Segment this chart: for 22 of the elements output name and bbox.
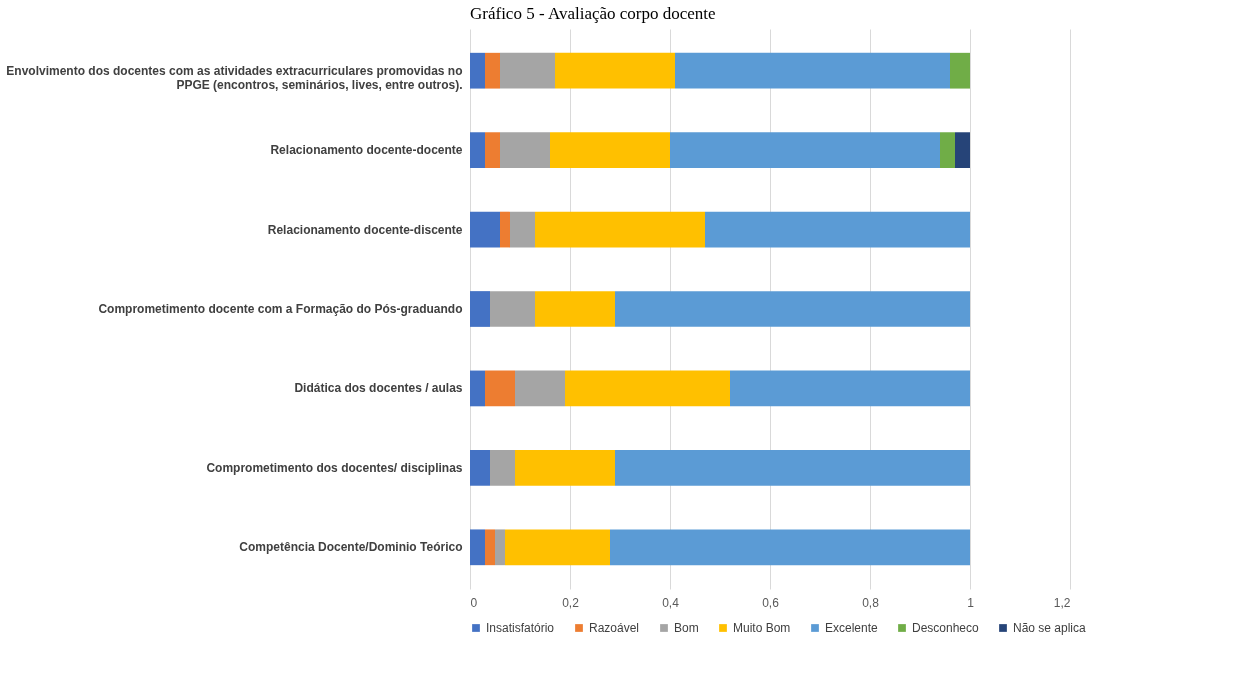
x-tick-label: 1,2 <box>1053 595 1071 610</box>
legend-label: Excelente <box>825 621 879 635</box>
x-tick-label: 1 <box>967 595 975 610</box>
chart-title: Gráfico 5 - Avaliação corpo docente <box>470 4 716 23</box>
x-tick-label: 0,2 <box>562 595 580 610</box>
legend-label: Insatisfatório <box>486 621 555 635</box>
y-tick-label: Comprometimento docente com a Formação do Pós-graduando <box>98 302 463 316</box>
y-tick-label: Didática dos docentes / aulas <box>294 381 463 396</box>
y-tick-label: Comprometimento dos docentes/ disciplinas <box>206 460 463 475</box>
legend-label: Bom <box>674 621 699 635</box>
x-tick-label: 0,6 <box>762 595 780 610</box>
x-tick-label: 0,4 <box>662 595 680 610</box>
y-tick-label: Envolvimento dos docentes com as atividades extracurriculares promovidas no PPGE (encontros, seminários, lives, entre outros). <box>6 63 463 92</box>
legend-label: Muito Bom <box>733 621 791 635</box>
y-tick-label: Relacionamento docente-docente <box>270 143 463 158</box>
legend-label: Não se aplica <box>1013 621 1087 635</box>
legend-label: Razoável <box>589 621 640 635</box>
legend-label: Desconheco <box>912 621 980 635</box>
x-tick-label: 0 <box>470 595 478 610</box>
y-tick-label: Competência Docente/Dominio Teórico <box>239 540 463 555</box>
y-tick-label: Relacionamento docente-discente <box>267 222 463 237</box>
x-tick-label: 0,8 <box>862 595 880 610</box>
